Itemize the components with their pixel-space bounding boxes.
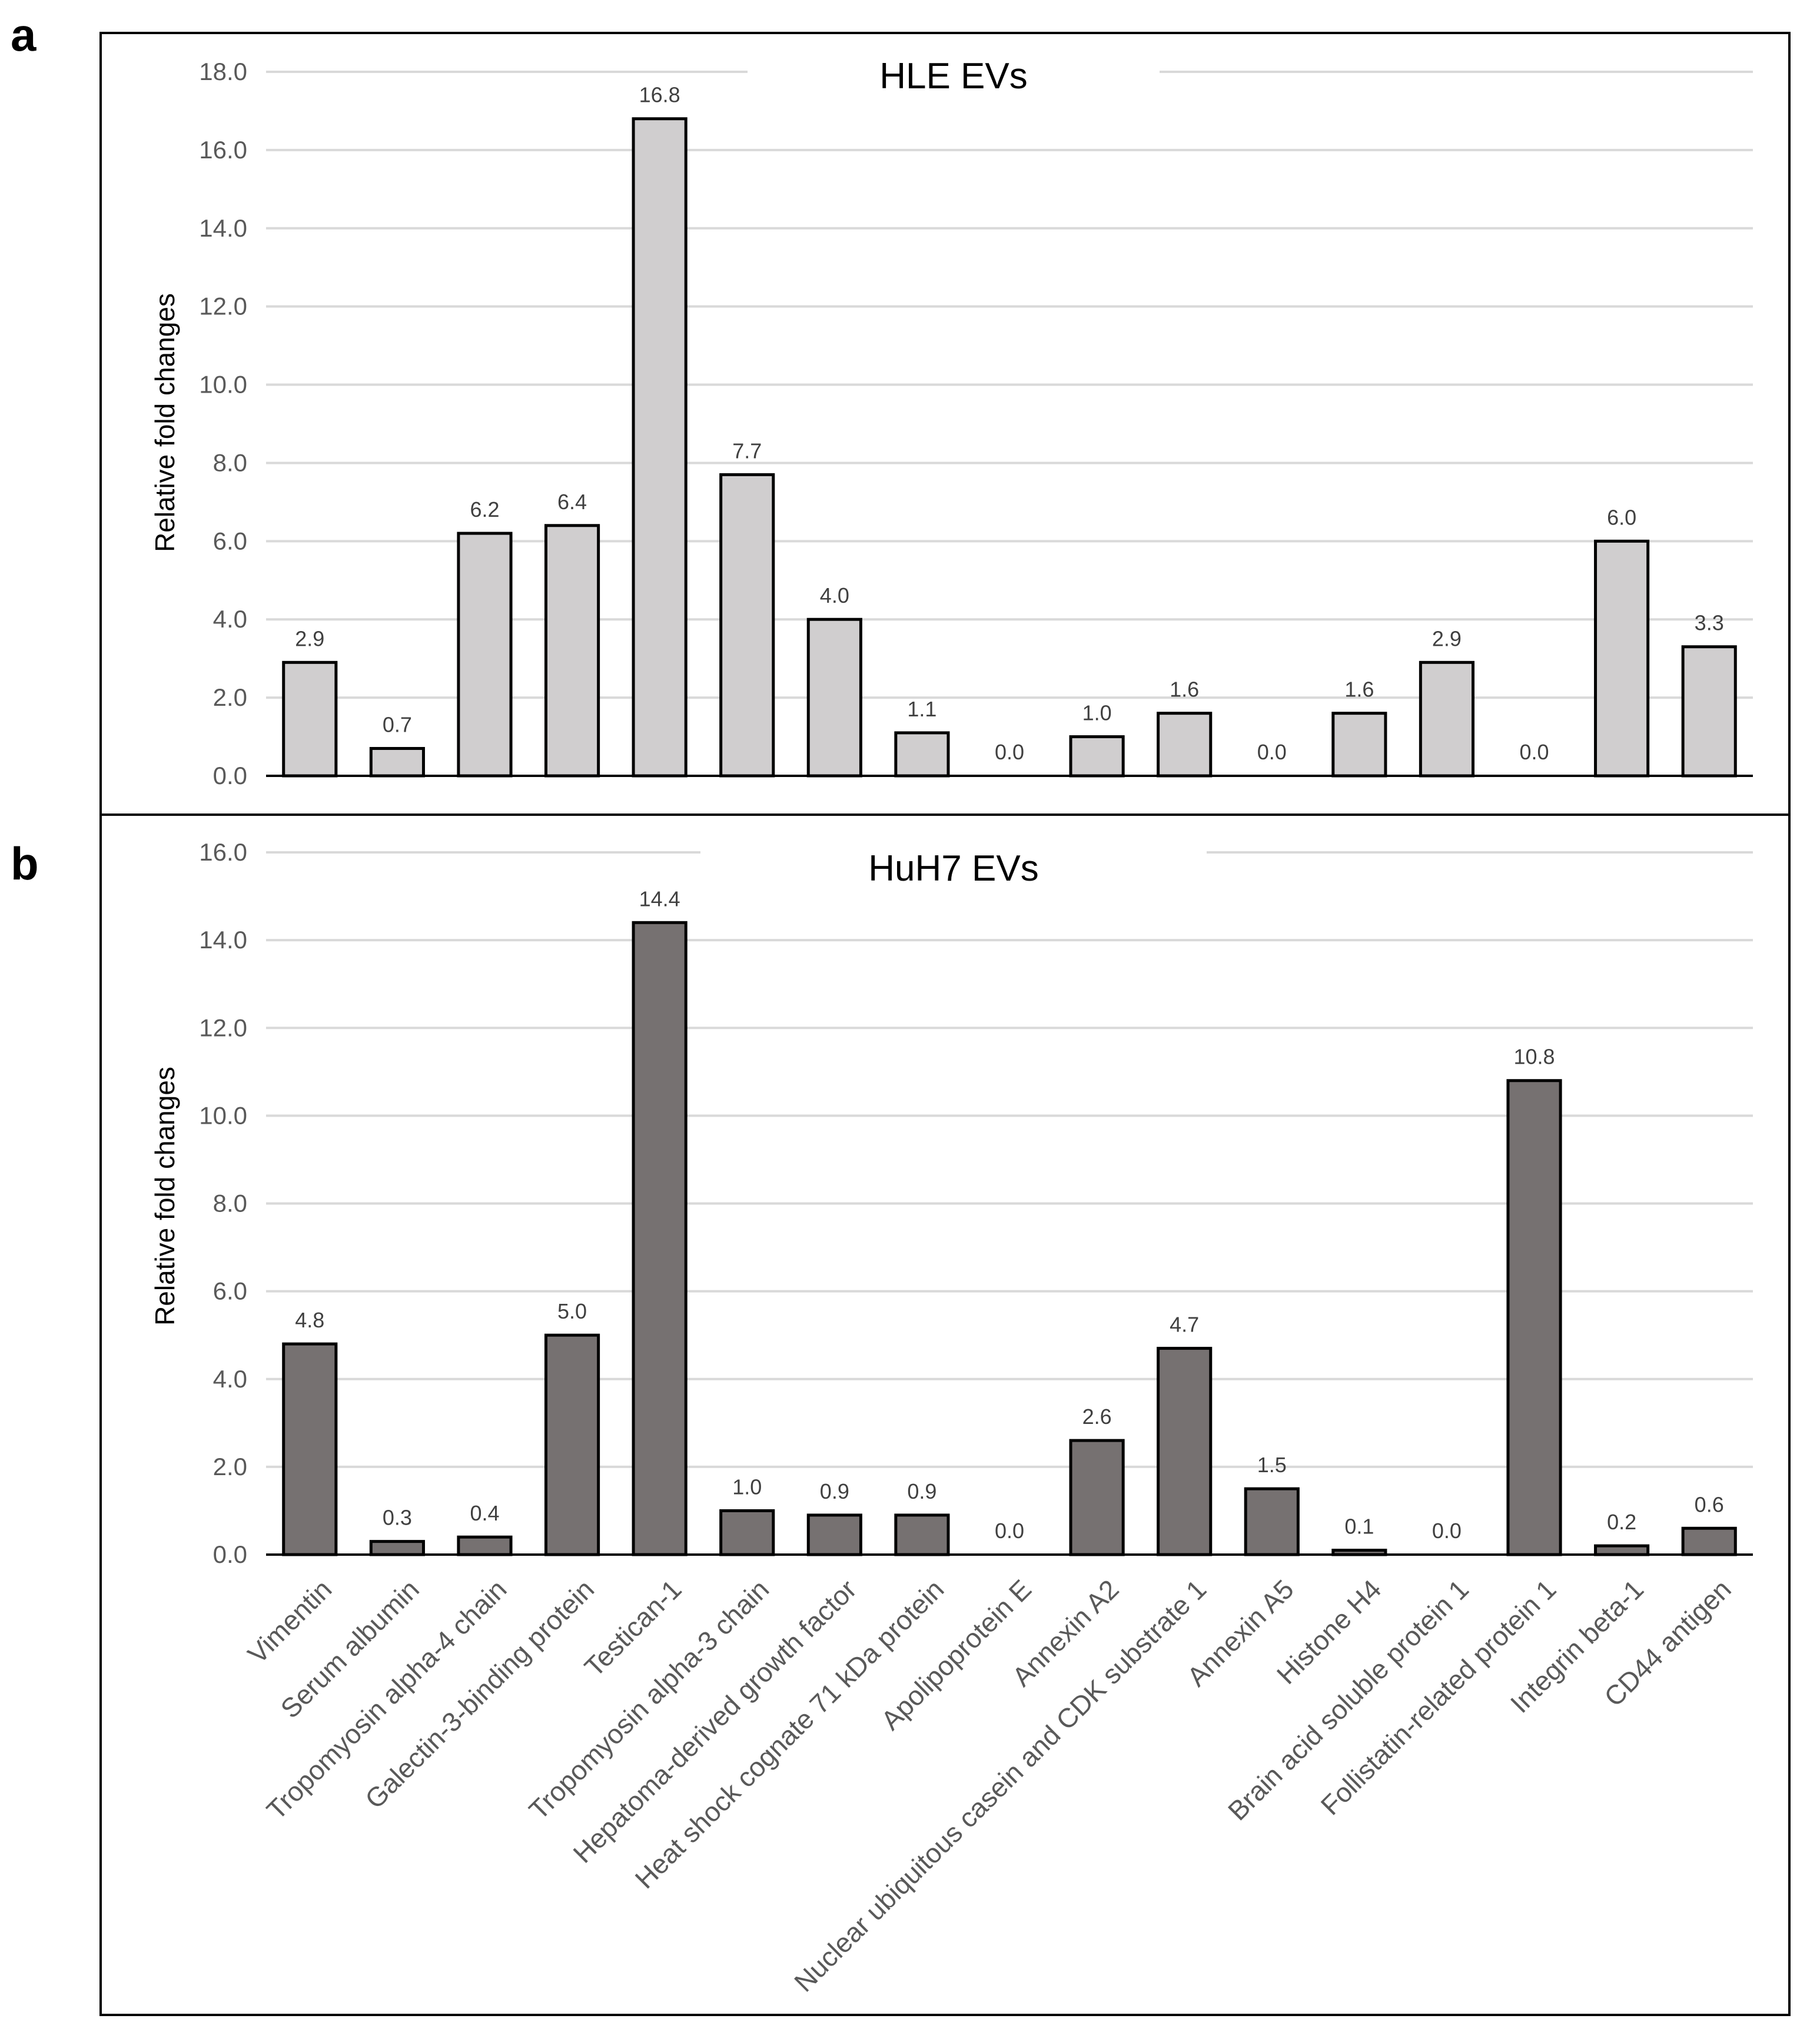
chart-b-data-label: 0.9 bbox=[907, 1479, 936, 1503]
chart-a-data-label: 1.6 bbox=[1170, 678, 1199, 702]
chart-a-bar bbox=[719, 473, 775, 778]
chart-a-data-label: 0.0 bbox=[1257, 740, 1287, 764]
chart-a-y-tick-label: 18.0 bbox=[199, 58, 247, 85]
chart-a-title: HLE EVs bbox=[879, 56, 1028, 97]
chart-b-data-label: 0.2 bbox=[1607, 1510, 1636, 1534]
chart-b-bar bbox=[719, 1509, 775, 1556]
chart-b-bar bbox=[369, 1540, 425, 1556]
chart-a-data-label: 0.0 bbox=[995, 740, 1024, 764]
chart-b-bar bbox=[282, 1342, 338, 1556]
chart-a-bar bbox=[457, 532, 513, 778]
chart-a-data-label: 6.2 bbox=[470, 497, 499, 522]
panel-b-frame bbox=[99, 814, 1791, 2016]
chart-b-bar bbox=[632, 921, 688, 1556]
chart-b-title-background bbox=[700, 833, 1207, 892]
chart-a-y-tick-label: 14.0 bbox=[199, 214, 247, 242]
chart-a-bars bbox=[282, 117, 1737, 778]
chart-a-bar bbox=[544, 524, 600, 778]
chart-b-data-label: 0.0 bbox=[995, 1519, 1024, 1543]
chart-b-bar bbox=[894, 1513, 950, 1556]
chart-a-data-label: 6.0 bbox=[1607, 505, 1636, 529]
chart-a-y-ticks: 0.0 2.0 4.0 6.0 8.0 10.0 12.0 14.0 16.0 18.0 bbox=[199, 58, 247, 789]
chart-a-bar bbox=[1594, 539, 1650, 778]
chart-b-ylabel: Relative fold changes bbox=[150, 1067, 180, 1326]
chart-b-bar bbox=[1506, 1079, 1562, 1556]
chart-a-bar bbox=[894, 731, 950, 778]
chart-b-bar bbox=[1594, 1544, 1650, 1556]
chart-a-data-label: 4.0 bbox=[820, 583, 849, 607]
chart-a-y-tick-label: 16.0 bbox=[199, 136, 247, 164]
chart-a-bar bbox=[632, 117, 688, 778]
chart-a-y-tick-label: 12.0 bbox=[199, 293, 247, 320]
chart-a-data-label: 3.3 bbox=[1695, 611, 1724, 635]
chart-b-y-tick-label: 0.0 bbox=[213, 1540, 247, 1568]
chart-a-y-tick-label: 10.0 bbox=[199, 371, 247, 399]
chart-a-data-label: 0.0 bbox=[1520, 740, 1549, 764]
chart-b-bar bbox=[457, 1535, 513, 1556]
chart-b-data-label: 0.1 bbox=[1344, 1515, 1374, 1539]
chart-b-data-labels: 4.8 0.3 0.4 5.0 14.4 1.0 0.9 0.9 0.0 2.6 4.7 1.5 0.1… bbox=[295, 886, 1723, 1543]
chart-a-bar bbox=[1069, 735, 1125, 778]
chart-a-data-label: 16.8 bbox=[639, 83, 680, 107]
chart-b-data-label: 14.4 bbox=[639, 886, 680, 911]
chart-a-data-label: 1.0 bbox=[1082, 701, 1112, 725]
chart-a-y-tick-label: 8.0 bbox=[213, 449, 247, 476]
chart-a-y-tick-label: 6.0 bbox=[213, 527, 247, 555]
chart-a-data-labels: 2.9 0.7 6.2 6.4 16.8 7.7 4.0 1.1 0.0 1.0 1.6 0.0 1.6… bbox=[295, 83, 1723, 764]
chart-b-y-ticks: 0.0 2.0 4.0 6.0 8.0 10.0 12.0 14.0 16.0 bbox=[199, 838, 247, 1568]
chart-a-ylabel: Relative fold changes bbox=[150, 293, 180, 552]
chart-a-y-tick-label: 0.0 bbox=[213, 762, 247, 789]
chart-b-data-label: 0.6 bbox=[1695, 1492, 1724, 1516]
chart-b-y-tick-label: 16.0 bbox=[199, 838, 247, 866]
chart-b-data-label: 0.4 bbox=[470, 1501, 499, 1525]
chart-b-y-tick-label: 4.0 bbox=[213, 1365, 247, 1393]
chart-a-bar bbox=[1419, 660, 1475, 778]
chart-hle-evs: HLE EVs Relative fold changes 0.0 2.0 4.0 6… bbox=[150, 41, 1753, 789]
chart-a-bar bbox=[1331, 712, 1387, 778]
chart-b-y-tick-label: 10.0 bbox=[199, 1101, 247, 1129]
chart-a-title-background bbox=[748, 41, 1160, 100]
chart-b-bars bbox=[282, 921, 1737, 1556]
chart-b-y-tick-label: 2.0 bbox=[213, 1453, 247, 1480]
chart-b-data-label: 0.0 bbox=[1432, 1519, 1462, 1543]
chart-b-bar bbox=[806, 1513, 862, 1556]
chart-b-data-label: 1.5 bbox=[1257, 1453, 1287, 1477]
chart-a-bar bbox=[1681, 645, 1737, 778]
chart-a-bar bbox=[806, 617, 862, 778]
chart-a-data-label: 7.7 bbox=[732, 439, 762, 463]
panel-label-b: b bbox=[11, 838, 39, 889]
chart-b-data-label: 4.7 bbox=[1170, 1313, 1199, 1337]
chart-b-data-label: 0.9 bbox=[820, 1479, 849, 1503]
chart-a-bar bbox=[1157, 712, 1213, 778]
chart-b-data-label: 0.3 bbox=[383, 1506, 412, 1530]
chart-a-y-tick-label: 2.0 bbox=[213, 683, 247, 711]
chart-a-data-label: 1.6 bbox=[1344, 678, 1374, 702]
chart-b-y-tick-label: 8.0 bbox=[213, 1190, 247, 1217]
chart-a-y-tick-label: 4.0 bbox=[213, 605, 247, 633]
chart-a-bar bbox=[282, 660, 338, 778]
chart-b-data-label: 5.0 bbox=[557, 1299, 587, 1323]
chart-b-bar bbox=[1681, 1526, 1737, 1556]
chart-b-y-tick-label: 12.0 bbox=[199, 1014, 247, 1041]
chart-a-data-label: 0.7 bbox=[383, 712, 412, 736]
chart-b-y-tick-label: 14.0 bbox=[199, 926, 247, 954]
chart-b-data-label: 2.6 bbox=[1082, 1405, 1112, 1429]
chart-a-data-label: 2.9 bbox=[295, 626, 324, 650]
chart-b-title: HuH7 EVs bbox=[868, 848, 1038, 889]
panel-label-a: a bbox=[11, 9, 36, 61]
chart-a-data-label: 1.1 bbox=[907, 697, 936, 721]
chart-b-data-label: 1.0 bbox=[732, 1475, 762, 1499]
chart-a-data-label: 6.4 bbox=[557, 490, 587, 514]
chart-b-bar bbox=[1069, 1439, 1125, 1556]
chart-b-bar bbox=[1244, 1487, 1300, 1556]
chart-b-data-label: 10.8 bbox=[1513, 1045, 1555, 1069]
chart-b-bar bbox=[544, 1333, 600, 1556]
chart-a-data-label: 2.9 bbox=[1432, 626, 1462, 650]
chart-a-bar bbox=[369, 746, 425, 778]
chart-b-y-tick-label: 6.0 bbox=[213, 1277, 247, 1305]
chart-b-data-label: 4.8 bbox=[295, 1308, 324, 1332]
chart-b-bar bbox=[1157, 1347, 1213, 1556]
